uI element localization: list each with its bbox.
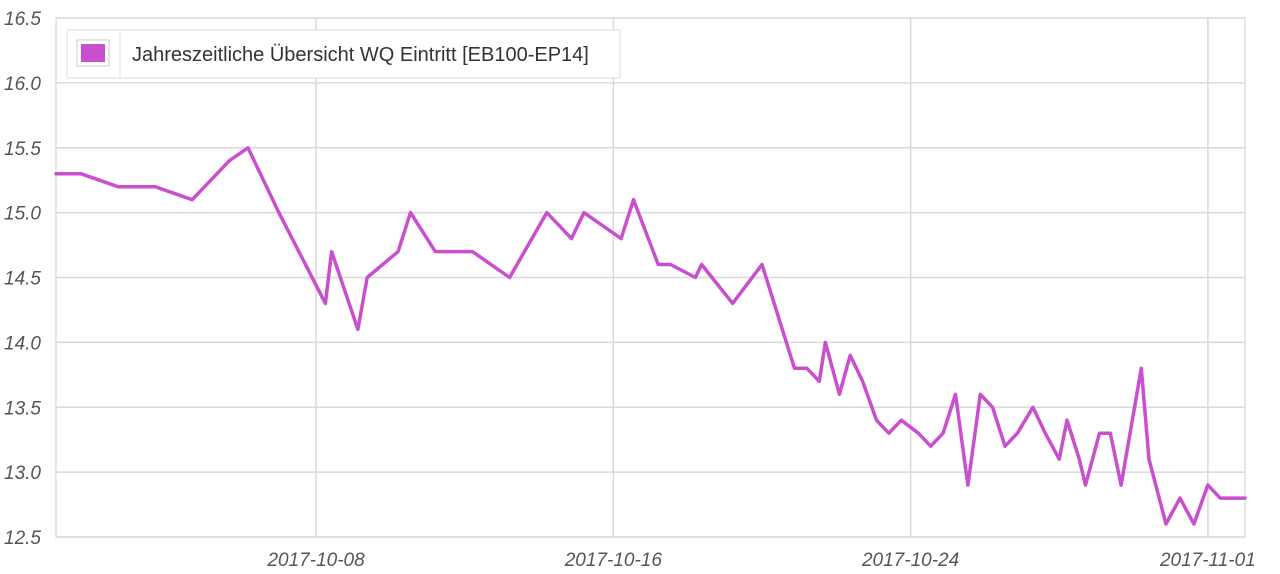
grid — [55, 17, 1246, 538]
y-tick-label: 13.5 — [4, 398, 41, 419]
legend-box — [66, 29, 621, 79]
y-tick-label: 15.0 — [4, 204, 41, 225]
x-tick-label: 2017-11-01 — [1159, 550, 1256, 571]
legend-swatch — [81, 44, 105, 62]
y-tick-label: 16.5 — [4, 9, 41, 30]
y-axis-ticks: 16.5 16.0 15.5 15.0 14.5 14.0 13.5 13.0 12.5 — [4, 9, 41, 549]
y-tick-label: 14.0 — [4, 333, 41, 354]
legend-label: Jahreszeitliche Übersicht WQ Eintritt [E… — [132, 44, 589, 66]
y-tick-label: 16.0 — [4, 74, 41, 95]
series-layer — [54, 146, 1247, 526]
y-tick-label: 15.5 — [4, 139, 41, 160]
x-tick-label: 2017-10-24 — [861, 550, 959, 571]
x-axis-ticks: 2017-10-08 2017-10-16 2017-10-24 2017-11-01 — [266, 550, 1255, 571]
legend: Jahreszeitliche Übersicht WQ Eintritt [E… — [66, 29, 621, 79]
x-tick-label: 2017-10-08 — [266, 550, 365, 571]
y-tick-label: 12.5 — [4, 528, 41, 549]
x-tick-label: 2017-10-16 — [564, 550, 663, 571]
y-tick-label: 13.0 — [4, 463, 41, 484]
series-line — [54, 146, 1247, 526]
y-tick-label: 14.5 — [4, 269, 41, 290]
